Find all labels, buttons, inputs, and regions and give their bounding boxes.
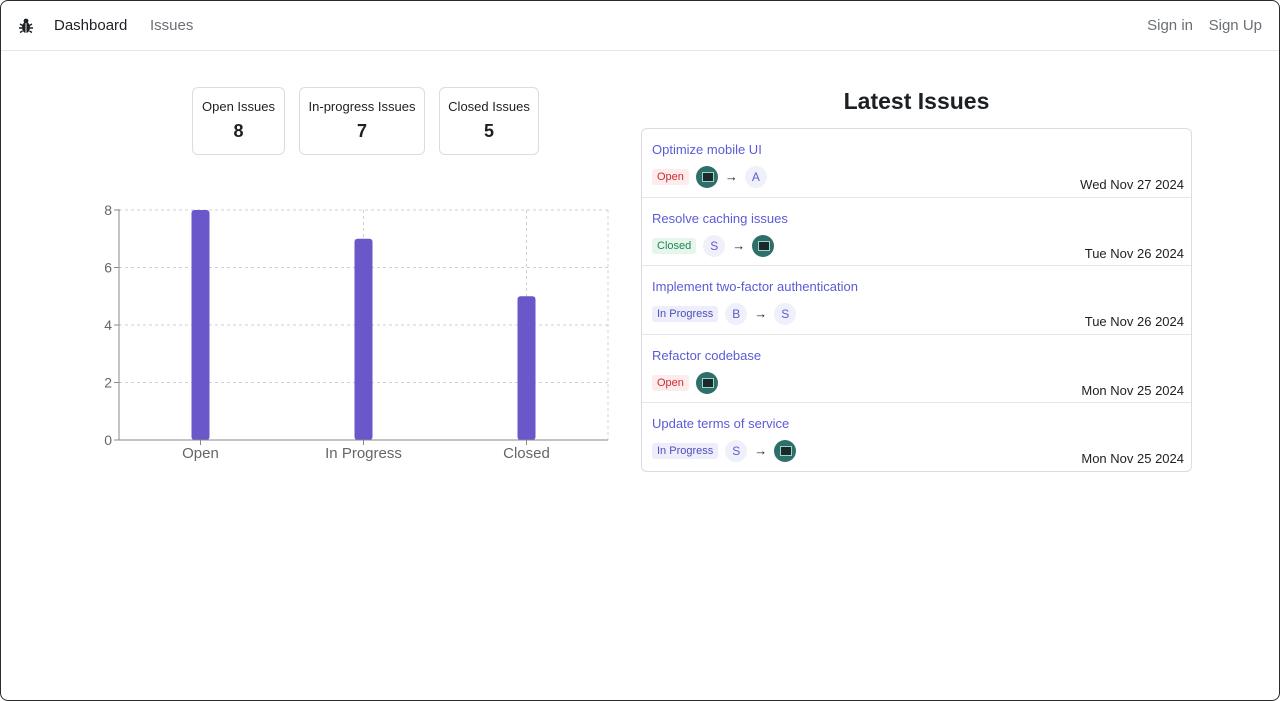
to-avatar-image: [752, 234, 775, 257]
issue-row: Resolve caching issues Closed S → Tue Nov…: [642, 198, 1191, 266]
issue-title-link[interactable]: Resolve caching issues: [652, 210, 788, 226]
latest-issues-list: Optimize mobile UI Open → A Wed Nov 27 20…: [641, 128, 1192, 472]
issue-date: Mon Nov 25 2024: [1081, 382, 1184, 398]
x-tick-label: Closed: [503, 445, 550, 462]
card-value: 8: [233, 121, 244, 141]
arrow-right-icon: →: [754, 443, 768, 458]
arrow-right-icon: →: [724, 169, 738, 184]
issue-date: Mon Nov 25 2024: [1081, 451, 1184, 466]
arrow-right-icon: →: [754, 306, 768, 321]
from-avatar-image: [695, 166, 718, 188]
card-value: 7: [356, 121, 367, 141]
y-tick-label: 6: [104, 260, 112, 276]
y-tick-label: 2: [104, 375, 112, 391]
status-badge: In Progress: [652, 443, 719, 459]
issue-date: Tue Nov 26 2024: [1084, 314, 1184, 329]
issue-row: Update terms of service In Progress S → M…: [642, 403, 1191, 471]
status-badge: In Progress: [652, 306, 719, 322]
bar: [517, 296, 536, 440]
card-label: In-progress Issues: [308, 99, 416, 114]
issue-meta: In Progress B → S: [652, 303, 797, 325]
issue-title-link[interactable]: Refactor codebase: [652, 347, 762, 363]
nav-issues-link[interactable]: Issues: [150, 17, 194, 34]
in-progress-issues-card[interactable]: In-progress Issues 7: [299, 87, 425, 155]
y-tick-label: 4: [104, 317, 112, 333]
to-avatar: S: [774, 303, 797, 325]
from-avatar: S: [703, 234, 726, 257]
x-tick-label: In Progress: [325, 445, 402, 462]
arrow-right-icon: →: [732, 237, 746, 253]
from-avatar: S: [725, 440, 748, 462]
issue-row: Implement two-factor authentication In P…: [642, 266, 1191, 335]
issues-bar-chart: 0 2 4 6 8 Open In Progress Closed: [104, 202, 609, 462]
issue-meta: Closed S →: [652, 234, 775, 257]
issue-date: Tue Nov 26 2024: [1084, 245, 1184, 261]
latest-issues-title: Latest Issues: [843, 88, 990, 114]
issue-title-link[interactable]: Optimize mobile UI: [652, 142, 762, 157]
to-avatar: A: [744, 166, 767, 188]
top-nav: Dashboard Issues Sign in Sign Up: [1, 1, 1279, 51]
bar: [191, 210, 210, 440]
status-badge: Closed: [652, 237, 697, 254]
open-issues-card[interactable]: Open Issues 8: [192, 87, 285, 155]
bar: [354, 238, 373, 440]
issue-meta: Open: [652, 371, 718, 394]
issue-date: Wed Nov 27 2024: [1080, 177, 1184, 192]
sign-in-link[interactable]: Sign in: [1147, 17, 1193, 34]
issue-title-link[interactable]: Implement two-factor authentication: [652, 279, 858, 294]
card-value: 5: [483, 121, 494, 141]
closed-issues-card[interactable]: Closed Issues 5: [439, 87, 539, 155]
card-label: Closed Issues: [448, 99, 530, 114]
issue-meta: Open → A: [652, 166, 767, 188]
bug-icon[interactable]: [18, 17, 34, 35]
y-tick-label: 0: [104, 432, 112, 448]
from-avatar: B: [725, 303, 748, 325]
to-avatar-image: [774, 440, 797, 462]
card-label: Open Issues: [202, 99, 275, 114]
y-tick-label: 8: [104, 202, 112, 218]
status-badge: Open: [652, 374, 689, 391]
issue-title-link[interactable]: Update terms of service: [652, 416, 790, 431]
issue-row: Refactor codebase Open Mon Nov 25 2024: [642, 335, 1191, 403]
issue-row: Optimize mobile UI Open → A Wed Nov 27 20…: [642, 129, 1191, 198]
issue-meta: In Progress S →: [652, 440, 797, 462]
from-avatar-image: [695, 371, 718, 394]
nav-dashboard-link[interactable]: Dashboard: [54, 17, 128, 34]
x-tick-label: Open: [182, 445, 219, 462]
sign-up-link[interactable]: Sign Up: [1208, 17, 1262, 34]
status-badge: Open: [652, 169, 689, 185]
